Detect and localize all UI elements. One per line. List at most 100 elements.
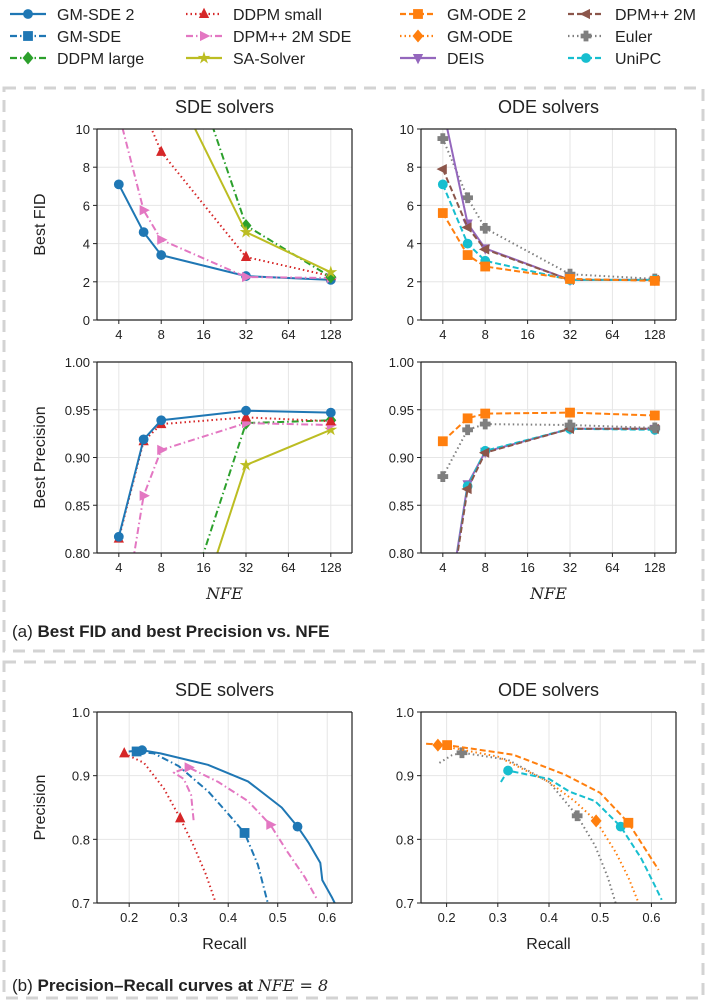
data-point-plus	[456, 747, 468, 759]
data-point-square	[623, 817, 634, 828]
chart-title: SDE solvers	[175, 97, 274, 117]
x-tick-label: 32	[563, 560, 577, 575]
data-point-circle	[241, 405, 251, 416]
series-group	[113, 55, 338, 285]
x-tick-label: 16	[520, 327, 534, 342]
x-axis-label: NFE	[205, 584, 243, 603]
legend-label: GM-SDE 2	[57, 7, 134, 24]
legend-label: DPM++ 2M	[615, 7, 696, 24]
y-tick-label: 0.8	[396, 832, 414, 847]
x-axis-label: Recall	[202, 936, 246, 953]
series-line-gm-ode	[431, 742, 640, 903]
series-group	[426, 738, 663, 903]
y-tick-label: 10	[400, 122, 414, 137]
y-tick-label: 4	[83, 237, 90, 252]
legend-item: UniPC	[568, 51, 661, 68]
y-axis-label: Best Precision	[32, 406, 49, 508]
y-axis-label: Precision	[32, 775, 49, 841]
x-tick-label: 128	[320, 327, 342, 342]
data-point-square	[649, 410, 660, 421]
y-tick-label: 8	[83, 160, 90, 175]
data-point-triangle-left	[478, 244, 490, 255]
data-point-circle	[437, 179, 448, 190]
y-tick-label: 6	[83, 198, 90, 213]
legend-label: UniPC	[615, 51, 661, 68]
series-group	[119, 745, 336, 903]
legend-label: GM-ODE 2	[447, 7, 526, 24]
x-tick-label: 4	[439, 327, 446, 342]
y-tick-label: 0.9	[396, 769, 414, 784]
data-point-triangle-up	[119, 747, 130, 758]
y-tick-label: 2	[407, 275, 414, 290]
data-point-triangle-right	[184, 762, 195, 773]
y-tick-label: 0.95	[389, 403, 414, 418]
x-tick-label: 4	[439, 560, 446, 575]
legend-label: SA-Solver	[233, 51, 306, 68]
x-tick-label: 0.2	[120, 910, 138, 925]
series-line-gm-sde-2	[117, 183, 331, 281]
panel-b-frame	[2, 660, 705, 1000]
data-point-triangle-right	[242, 271, 253, 283]
data-point-square	[239, 828, 250, 838]
legend-square-marker	[23, 31, 33, 41]
legend-plus-marker	[580, 30, 592, 42]
data-point-circle	[462, 238, 473, 249]
data-point-star	[324, 265, 338, 278]
data-point-triangle-right	[139, 205, 150, 216]
x-tick-label: 128	[320, 560, 342, 575]
series-group	[113, 405, 338, 553]
data-point-triangle-left	[436, 163, 447, 175]
y-tick-label: 1.00	[65, 355, 90, 370]
y-tick-label: 0.85	[389, 498, 414, 513]
data-point-plus	[571, 810, 583, 822]
data-point-plus	[462, 192, 473, 204]
legend-item: DPM++ 2M SDE	[186, 29, 351, 46]
chart-title: ODE solvers	[498, 97, 599, 117]
data-point-square	[565, 407, 575, 418]
caption-b-math: NFE = 8	[257, 976, 329, 995]
x-tick-label: 8	[158, 327, 165, 342]
data-point-square	[442, 740, 453, 751]
chart-4: 0.2 0.3 0.4 0.5 0.6 0.7 0.8 0.9 1.0 SDE solvers Pr…	[32, 680, 353, 953]
x-tick-label: 0.6	[642, 910, 660, 925]
x-tick-label: 0.2	[438, 910, 456, 925]
data-point-circle	[156, 415, 167, 426]
caption-b-prefix: (b)	[12, 976, 38, 995]
data-point-plus	[649, 422, 661, 434]
x-tick-label: 0.5	[269, 910, 287, 925]
data-point-star	[156, 55, 166, 65]
data-point-triangle-left	[478, 447, 490, 458]
data-point-plus	[479, 222, 491, 234]
x-tick-label: 64	[281, 560, 295, 575]
series-line-unipc	[500, 769, 663, 901]
series-group	[436, 129, 661, 287]
data-point-triangle-up	[156, 145, 167, 156]
panel-a-frame	[2, 86, 705, 653]
legend-item: SA-Solver	[186, 51, 306, 68]
x-tick-label: 16	[196, 327, 210, 342]
data-point-plus	[564, 419, 576, 431]
data-point-circle	[113, 179, 124, 190]
data-point-triangle-left	[461, 483, 472, 495]
data-point-circle	[138, 227, 149, 238]
x-tick-label: 0.4	[219, 910, 237, 925]
legend-triangle-down-marker	[412, 54, 424, 65]
x-tick-label: 8	[482, 560, 489, 575]
legend-diamond-marker	[412, 29, 424, 43]
series-line-gm-ode-2	[441, 212, 655, 282]
data-point-triangle-up	[139, 105, 148, 114]
data-point-triangle-down	[438, 640, 447, 649]
x-tick-label: 32	[563, 327, 577, 342]
data-point-square	[480, 261, 491, 272]
data-point-square	[480, 408, 491, 419]
data-point-triangle-right	[266, 819, 277, 830]
series-line-deis	[455, 427, 655, 553]
data-point-triangle-right	[139, 490, 150, 501]
y-tick-label: 0.7	[72, 896, 90, 911]
series-line-gm-sde	[134, 750, 269, 903]
series-line-ddpm-large	[202, 419, 331, 553]
legend-item: DPM++ 2M	[568, 7, 696, 24]
legend-item: DDPM large	[10, 51, 144, 68]
data-point-circle	[292, 821, 303, 832]
